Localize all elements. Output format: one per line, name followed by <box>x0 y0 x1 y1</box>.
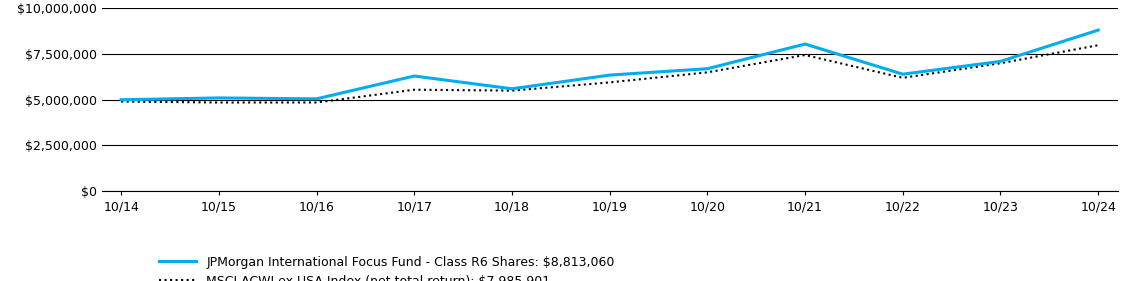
MSCI ACWI ex USA Index (net total return): $7,985,901: (5, 5.95e+06): $7,985,901: (5, 5.95e+06) <box>603 81 616 84</box>
MSCI ACWI ex USA Index (net total return): $7,985,901: (9, 7e+06): $7,985,901: (9, 7e+06) <box>994 62 1007 65</box>
JPMorgan International Focus Fund - Class R6 Shares: $8,813,060: (8, 6.4e+06): $8,813,060: (8, 6.4e+06) <box>896 72 910 76</box>
MSCI ACWI ex USA Index (net total return): $7,985,901: (8, 6.2e+06): $7,985,901: (8, 6.2e+06) <box>896 76 910 80</box>
JPMorgan International Focus Fund - Class R6 Shares: $8,813,060: (10, 8.81e+06): $8,813,060: (10, 8.81e+06) <box>1092 28 1105 32</box>
MSCI ACWI ex USA Index (net total return): $7,985,901: (1, 4.85e+06): $7,985,901: (1, 4.85e+06) <box>212 101 226 104</box>
JPMorgan International Focus Fund - Class R6 Shares: $8,813,060: (3, 6.3e+06): $8,813,060: (3, 6.3e+06) <box>408 74 421 78</box>
JPMorgan International Focus Fund - Class R6 Shares: $8,813,060: (5, 6.35e+06): $8,813,060: (5, 6.35e+06) <box>603 73 616 77</box>
JPMorgan International Focus Fund - Class R6 Shares: $8,813,060: (4, 5.6e+06): $8,813,060: (4, 5.6e+06) <box>505 87 518 90</box>
Line: JPMorgan International Focus Fund - Class R6 Shares: $8,813,060: JPMorgan International Focus Fund - Clas… <box>121 30 1099 100</box>
MSCI ACWI ex USA Index (net total return): $7,985,901: (0, 4.9e+06): $7,985,901: (0, 4.9e+06) <box>114 100 128 103</box>
MSCI ACWI ex USA Index (net total return): $7,985,901: (6, 6.5e+06): $7,985,901: (6, 6.5e+06) <box>701 71 715 74</box>
JPMorgan International Focus Fund - Class R6 Shares: $8,813,060: (0, 5e+06): $8,813,060: (0, 5e+06) <box>114 98 128 101</box>
MSCI ACWI ex USA Index (net total return): $7,985,901: (10, 7.99e+06): $7,985,901: (10, 7.99e+06) <box>1092 44 1105 47</box>
MSCI ACWI ex USA Index (net total return): $7,985,901: (7, 7.45e+06): $7,985,901: (7, 7.45e+06) <box>798 53 812 57</box>
MSCI ACWI ex USA Index (net total return): $7,985,901: (3, 5.55e+06): $7,985,901: (3, 5.55e+06) <box>408 88 421 91</box>
Legend: JPMorgan International Focus Fund - Class R6 Shares: $8,813,060, MSCI ACWI ex US: JPMorgan International Focus Fund - Clas… <box>159 256 614 281</box>
JPMorgan International Focus Fund - Class R6 Shares: $8,813,060: (2, 5.05e+06): $8,813,060: (2, 5.05e+06) <box>309 97 323 101</box>
MSCI ACWI ex USA Index (net total return): $7,985,901: (4, 5.5e+06): $7,985,901: (4, 5.5e+06) <box>505 89 518 92</box>
JPMorgan International Focus Fund - Class R6 Shares: $8,813,060: (7, 8.05e+06): $8,813,060: (7, 8.05e+06) <box>798 42 812 46</box>
JPMorgan International Focus Fund - Class R6 Shares: $8,813,060: (9, 7.1e+06): $8,813,060: (9, 7.1e+06) <box>994 60 1007 63</box>
MSCI ACWI ex USA Index (net total return): $7,985,901: (2, 4.85e+06): $7,985,901: (2, 4.85e+06) <box>309 101 323 104</box>
JPMorgan International Focus Fund - Class R6 Shares: $8,813,060: (6, 6.7e+06): $8,813,060: (6, 6.7e+06) <box>701 67 715 71</box>
Line: MSCI ACWI ex USA Index (net total return): $7,985,901: MSCI ACWI ex USA Index (net total return… <box>121 45 1099 103</box>
JPMorgan International Focus Fund - Class R6 Shares: $8,813,060: (1, 5.1e+06): $8,813,060: (1, 5.1e+06) <box>212 96 226 100</box>
